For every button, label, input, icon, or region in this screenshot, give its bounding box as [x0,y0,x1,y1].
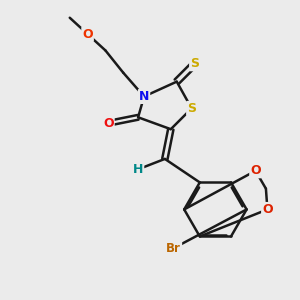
Text: S: S [187,102,196,115]
Text: S: S [190,57,199,70]
Text: O: O [250,164,261,177]
Text: Br: Br [166,242,181,255]
Text: O: O [103,117,114,130]
Text: N: N [139,90,149,103]
Text: O: O [262,203,273,216]
Text: H: H [133,163,143,176]
Text: O: O [82,28,93,40]
